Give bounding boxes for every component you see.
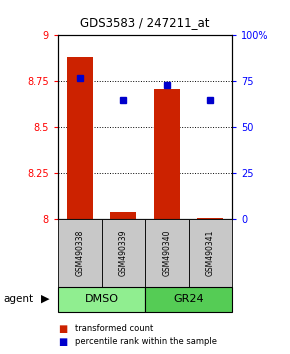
Bar [197, 218, 223, 219]
Text: ■: ■ [58, 337, 67, 347]
Bar [67, 57, 93, 219]
Bar [110, 212, 136, 219]
Text: ▶: ▶ [41, 294, 49, 304]
Bar [188, 219, 232, 287]
Bar [145, 219, 188, 287]
Text: percentile rank within the sample: percentile rank within the sample [75, 337, 218, 346]
Bar [102, 219, 145, 287]
Text: transformed count: transformed count [75, 324, 154, 333]
Text: DMSO: DMSO [84, 294, 119, 304]
Text: GDS3583 / 247211_at: GDS3583 / 247211_at [80, 16, 210, 29]
Bar [145, 287, 232, 312]
Bar [154, 89, 180, 219]
Bar [58, 219, 102, 287]
Text: GR24: GR24 [173, 294, 204, 304]
Text: GSM490339: GSM490339 [119, 230, 128, 276]
Text: agent: agent [3, 294, 33, 304]
Text: GSM490338: GSM490338 [75, 230, 84, 276]
Text: GSM490340: GSM490340 [162, 230, 171, 276]
Text: ■: ■ [58, 324, 67, 333]
Bar [58, 287, 145, 312]
Text: GSM490341: GSM490341 [206, 230, 215, 276]
